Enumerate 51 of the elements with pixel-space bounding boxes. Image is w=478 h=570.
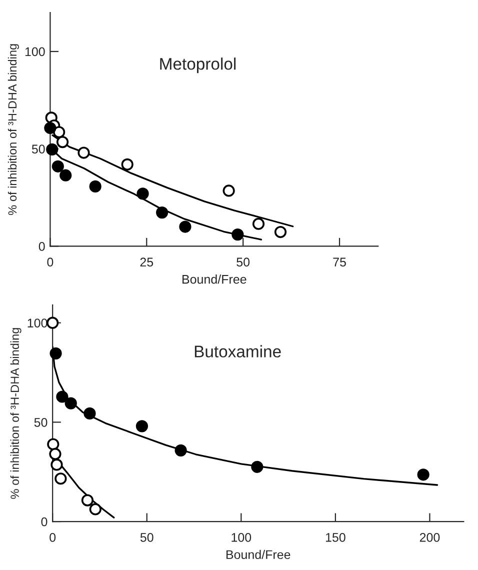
x-tick-label: 100 <box>232 532 252 542</box>
x-tick-label: 75 <box>333 258 346 267</box>
point <box>121 158 134 170</box>
point <box>52 160 64 172</box>
point <box>46 143 58 156</box>
point <box>56 136 69 148</box>
x-tick-label: 50 <box>236 258 250 267</box>
point <box>47 438 60 450</box>
point <box>179 220 192 233</box>
point <box>64 397 77 410</box>
x-axis-title: Bound/Free <box>182 274 246 284</box>
y-tick-label: 100 <box>25 47 45 56</box>
point <box>78 146 90 159</box>
y-tick-label: 0 <box>38 242 45 251</box>
point <box>252 218 265 230</box>
point <box>50 458 63 471</box>
point <box>56 390 68 403</box>
y-axis-title: % of inhibition of ³H-DHA binding <box>8 44 19 215</box>
point <box>156 206 168 219</box>
point <box>49 448 62 460</box>
x-tick-label: 200 <box>420 532 440 542</box>
x-tick-label: 0 <box>50 532 56 542</box>
point <box>46 316 59 329</box>
point <box>50 347 62 360</box>
point <box>251 460 264 473</box>
x-tick-label: 50 <box>140 532 154 542</box>
y-tick-label: 50 <box>32 144 45 154</box>
x-axis-title: Bound/Free <box>226 550 290 560</box>
y-tick-label: 50 <box>34 418 48 427</box>
point <box>89 503 102 516</box>
point <box>274 226 287 238</box>
text: Butoxamine <box>194 345 281 358</box>
point <box>417 468 430 481</box>
x-tick-label: 0 <box>47 258 54 267</box>
point <box>44 122 56 134</box>
point <box>222 184 235 197</box>
y-tick-label: 0 <box>41 517 48 526</box>
point <box>232 228 244 241</box>
point <box>89 180 102 193</box>
text: Metoprolol <box>160 58 236 74</box>
point <box>81 494 94 506</box>
point <box>174 444 187 456</box>
point <box>54 472 67 485</box>
point <box>136 420 148 432</box>
x-tick-label: 150 <box>326 532 346 542</box>
point <box>136 188 149 200</box>
x-tick-label: 25 <box>140 258 154 267</box>
y-tick-label: 100 <box>28 318 48 328</box>
point <box>84 407 96 420</box>
point <box>60 169 72 182</box>
y-axis-title: % of inhibition of ³H-DHA binding <box>10 328 22 499</box>
